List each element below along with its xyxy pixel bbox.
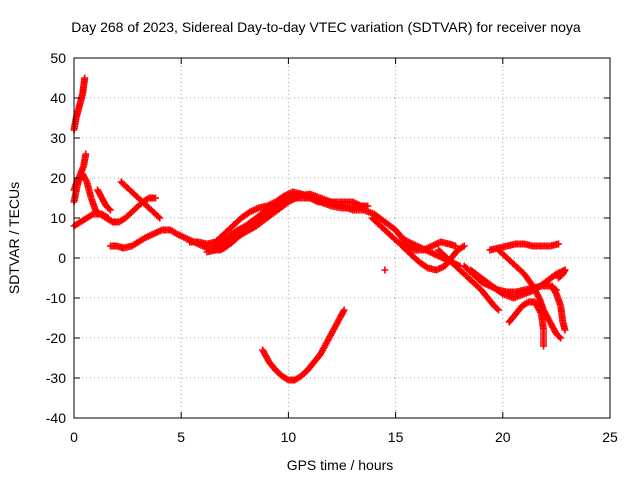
data-point <box>154 213 162 221</box>
series-arc-15 <box>434 246 503 314</box>
y-axis-label: SDTVAR / TECUs <box>6 182 22 294</box>
data-point <box>460 242 468 250</box>
y-tick-label: -20 <box>46 330 66 346</box>
series-arc-11 <box>259 306 348 384</box>
series-arc-12 <box>381 266 389 274</box>
y-tick-label: 10 <box>50 210 66 226</box>
grid <box>74 58 610 418</box>
plot-frame <box>73 57 611 419</box>
data-point <box>151 194 159 202</box>
data-point <box>104 214 112 222</box>
series-arc-14 <box>398 242 468 274</box>
series-arc-20 <box>505 298 548 350</box>
data-point <box>82 150 90 158</box>
data-point <box>561 266 569 274</box>
data-point <box>422 263 430 271</box>
data-point <box>156 214 164 222</box>
series-arc-06 <box>117 178 164 222</box>
data-point <box>557 334 565 342</box>
x-tick-label: 0 <box>70 429 78 445</box>
data-point <box>283 195 291 203</box>
data-point <box>81 74 89 82</box>
data-point <box>306 192 314 200</box>
y-tick-label: -10 <box>46 290 66 306</box>
y-tick-label: -30 <box>46 370 66 386</box>
series-arc-01 <box>70 74 89 134</box>
series-arc-21 <box>548 282 569 334</box>
series-arc-10 <box>209 190 314 250</box>
data-points <box>70 74 569 384</box>
series-arc-13 <box>368 214 460 254</box>
data-point <box>493 305 501 313</box>
x-tick-label: 15 <box>388 429 404 445</box>
axis-ticks: 0 5 10 15 20 25 -40 -30 -20 -10 0 10 20 30 40 50 <box>46 50 618 445</box>
chart-title: Day 268 of 2023, Sidereal Day-to-day VTE… <box>71 19 581 35</box>
data-point <box>540 342 548 350</box>
y-tick-label: 20 <box>50 170 66 186</box>
data-point <box>555 333 563 341</box>
y-tick-label: 0 <box>58 250 66 266</box>
y-tick-label: 30 <box>50 130 66 146</box>
y-tick-label: -40 <box>46 410 66 426</box>
series-arc-08 <box>186 188 367 248</box>
series-arc-22 <box>555 266 569 282</box>
series-arc-18 <box>486 240 563 254</box>
data-point <box>561 326 569 334</box>
y-tick-label: 40 <box>50 90 66 106</box>
data-point <box>106 206 114 214</box>
data-point <box>340 306 348 314</box>
data-point <box>105 205 113 213</box>
series-arc-04 <box>70 210 112 230</box>
series-arc-05 <box>94 186 114 214</box>
data-point <box>555 240 563 248</box>
y-tick-label: 50 <box>50 50 66 66</box>
x-tick-label: 20 <box>495 429 511 445</box>
x-axis-label: GPS time / hours <box>287 457 394 473</box>
data-point <box>381 266 389 274</box>
x-tick-label: 5 <box>177 429 185 445</box>
x-tick-label: 10 <box>281 429 297 445</box>
data-point <box>452 242 460 250</box>
data-point <box>495 306 503 314</box>
x-tick-label: 25 <box>602 429 618 445</box>
